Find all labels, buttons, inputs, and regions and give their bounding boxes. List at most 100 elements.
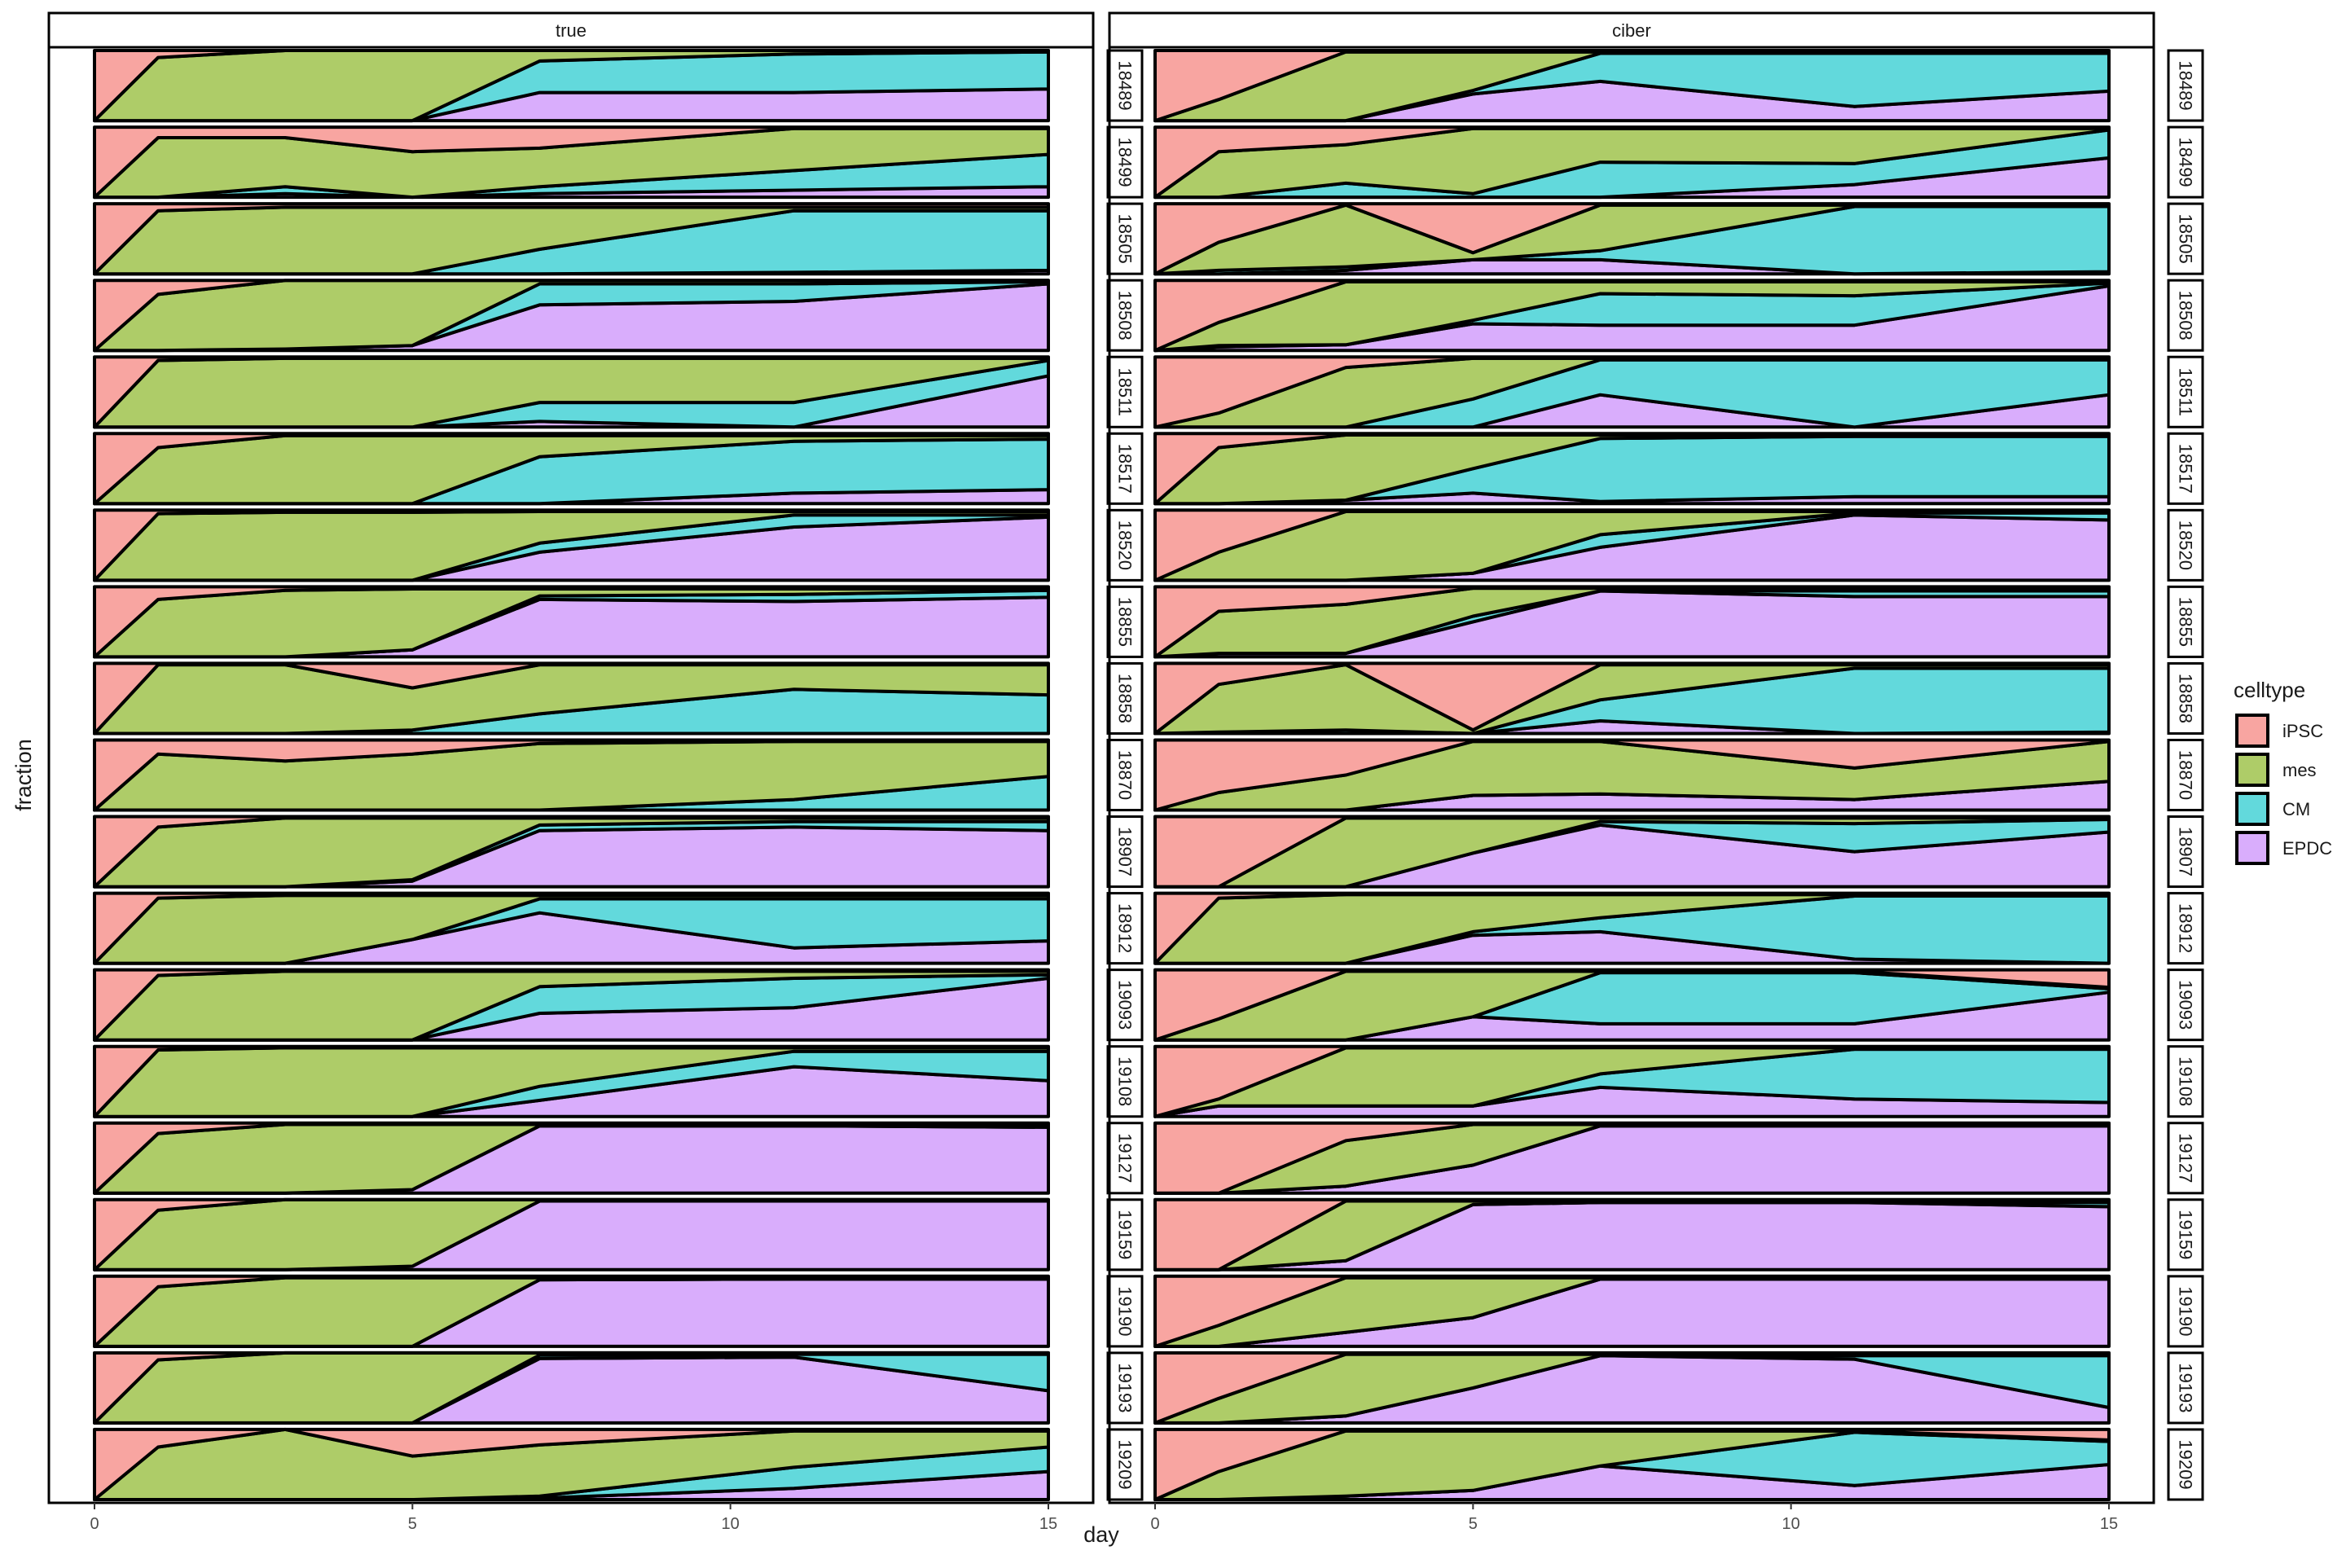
facet-strip-label: true (556, 20, 586, 41)
row-strip-ciber-19127 (2167, 1122, 2204, 1195)
area-iPSC-true-19193 (93, 1351, 1050, 1425)
row-strip-label: 19108 (1115, 1056, 1136, 1106)
area-iPSC-true-18912 (93, 891, 1050, 965)
y-axis-title: fraction (11, 739, 36, 811)
area-iPSC-true-18520 (93, 508, 1050, 582)
area-iPSC-true-18508 (93, 279, 1050, 353)
area-iPSC-ciber-19108 (1153, 1044, 2111, 1118)
row-strip-ciber-18870 (2167, 738, 2204, 812)
area-iPSC-ciber-19193 (1153, 1351, 2111, 1425)
area-iPSC-ciber-18508 (1153, 279, 2111, 353)
area-iPSC-ciber-18505 (1153, 202, 2111, 276)
row-strip-label: 18520 (1115, 520, 1136, 570)
row-strip-label: 18511 (2176, 367, 2196, 416)
area-iPSC-true-19209 (93, 1427, 1050, 1501)
row-strip-label: 18912 (1115, 903, 1136, 953)
legend-swatch-CM (2235, 792, 2269, 826)
area-iPSC-ciber-18511 (1153, 355, 2111, 429)
row-strip-label: 18870 (2176, 750, 2196, 800)
row-strip-label: 18499 (2176, 137, 2196, 187)
area-iPSC-true-19093 (93, 968, 1050, 1042)
row-strip-ciber-18499 (2167, 125, 2204, 199)
row-strip-label: 19093 (2176, 980, 2196, 1030)
legend-label-mes: mes (2282, 760, 2317, 780)
row-strip-ciber-18907 (2167, 815, 2204, 889)
row-strip-ciber-18520 (2167, 508, 2204, 582)
x-axis-title: day (1083, 1522, 1119, 1547)
row-strip-true-19159 (1106, 1198, 1144, 1272)
row-strip-label: 19127 (1115, 1133, 1136, 1183)
row-strip-label: 18858 (2176, 674, 2196, 723)
row-strip-true-19093 (1106, 968, 1144, 1042)
row-strip-label: 18907 (1115, 827, 1136, 876)
area-iPSC-true-19190 (93, 1274, 1050, 1348)
row-strip-ciber-18505 (2167, 202, 2204, 275)
row-strip-true-18511 (1106, 355, 1144, 428)
row-strip-label: 19193 (1115, 1363, 1136, 1412)
area-iPSC-ciber-18855 (1153, 585, 2111, 659)
row-strip-true-18870 (1106, 738, 1144, 812)
row-strip-label: 18870 (1115, 750, 1136, 800)
area-iPSC-true-19127 (93, 1121, 1050, 1195)
area-iPSC-true-19159 (93, 1197, 1050, 1272)
row-strip-label: 18520 (2176, 520, 2196, 570)
row-strip-true-18489 (1106, 49, 1144, 122)
area-iPSC-ciber-18499 (1153, 125, 2111, 200)
area-iPSC-ciber-19093 (1153, 968, 2111, 1042)
area-iPSC-true-18505 (93, 202, 1050, 276)
row-strip-label: 18912 (2176, 903, 2196, 953)
panel-frame-ciber (1108, 46, 2155, 1504)
area-iPSC-ciber-18517 (1153, 432, 2111, 506)
row-strip-true-19108 (1106, 1045, 1144, 1118)
row-strip-ciber-18912 (2167, 892, 2204, 965)
legend-swatch-EPDC (2235, 831, 2269, 865)
row-strip-true-18858 (1106, 661, 1144, 735)
x-tick-label: 5 (408, 1515, 417, 1533)
row-strip-label: 18499 (1115, 137, 1136, 187)
row-strip-true-18520 (1106, 508, 1144, 582)
row-strip-ciber-19159 (2167, 1198, 2204, 1272)
area-iPSC-true-18907 (93, 815, 1050, 889)
row-strip-label: 19193 (2176, 1363, 2196, 1412)
legend-label-iPSC: iPSC (2282, 721, 2323, 741)
row-strip-label: 19093 (1115, 980, 1136, 1030)
area-iPSC-true-18858 (93, 661, 1050, 736)
row-strip-label: 18517 (1115, 444, 1136, 494)
row-strip-ciber-18489 (2167, 49, 2204, 122)
area-iPSC-ciber-18907 (1153, 815, 2111, 889)
row-strip-label: 18508 (2176, 291, 2196, 340)
row-strip-ciber-19209 (2167, 1428, 2204, 1501)
area-iPSC-true-18517 (93, 432, 1050, 506)
row-strip-ciber-19093 (2167, 968, 2204, 1042)
x-tick-label: 15 (2100, 1515, 2118, 1533)
area-iPSC-ciber-18520 (1153, 508, 2111, 582)
legend-label-EPDC: EPDC (2282, 838, 2332, 859)
row-strip-true-19193 (1106, 1351, 1144, 1425)
row-strip-label: 19190 (2176, 1286, 2196, 1336)
row-strip-ciber-18858 (2167, 661, 2204, 735)
row-strip-ciber-18511 (2167, 355, 2204, 428)
row-strip-label: 19108 (2176, 1056, 2196, 1106)
row-strip-true-18517 (1106, 432, 1144, 505)
facet-strip-label: ciber (1612, 20, 1651, 41)
row-strip-label: 18517 (2176, 444, 2196, 494)
row-strip-label: 18505 (2176, 214, 2196, 264)
row-strip-ciber-18508 (2167, 279, 2204, 352)
area-iPSC-ciber-18489 (1153, 49, 2111, 123)
row-strip-label: 18489 (1115, 60, 1136, 110)
row-strip-label: 18505 (1115, 214, 1136, 264)
facet-strip-ciber (1108, 11, 2155, 49)
row-strip-true-18499 (1106, 125, 1144, 199)
x-tick-label: 10 (1782, 1515, 1800, 1533)
row-strip-label: 19209 (1115, 1439, 1136, 1489)
row-strip-label: 19127 (2176, 1133, 2196, 1183)
area-iPSC-true-18870 (93, 738, 1050, 812)
row-strip-true-19209 (1106, 1428, 1144, 1501)
area-iPSC-ciber-18912 (1153, 891, 2111, 965)
row-strip-true-18855 (1106, 585, 1144, 658)
row-strip-ciber-18855 (2167, 585, 2204, 658)
legend-swatch-mes (2235, 753, 2269, 787)
row-strip-label: 18858 (1115, 674, 1136, 723)
